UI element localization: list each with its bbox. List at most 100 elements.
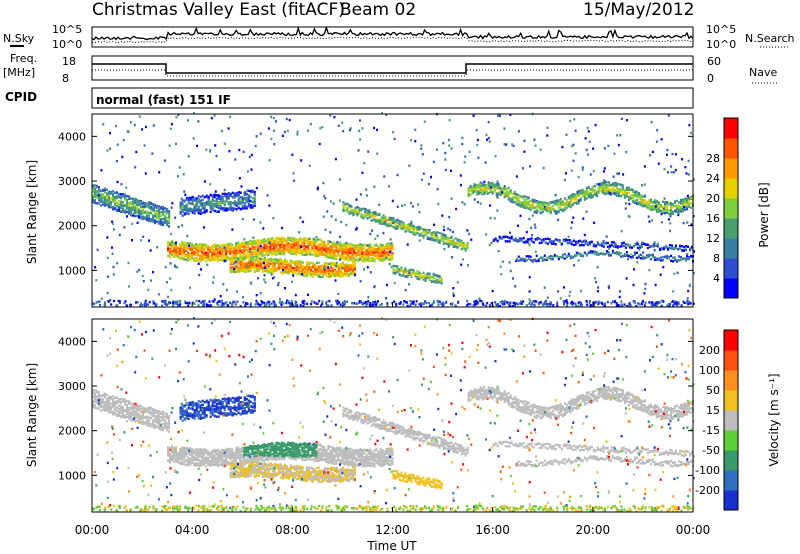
range-gate-cell [539,201,542,204]
range-gate-cell [430,234,433,237]
range-gate-cell [605,181,608,184]
range-gate-cell [402,272,405,275]
range-gate-cell [640,245,643,248]
range-gate-cell [257,252,260,256]
range-gate-cell [323,249,326,252]
range-gate-cell [391,243,394,247]
range-gate-cell [120,193,122,196]
range-gate-cell [548,238,551,241]
range-gate-cell [303,244,306,248]
range-gate-cell [583,196,586,199]
range-gate-cell [687,245,689,248]
range-gate-cell [162,217,165,221]
range-gate-cell [479,181,482,184]
range-gate-cell [661,200,664,203]
range-gate-cell [351,271,354,274]
range-gate-cell [118,209,120,212]
range-gate-cell [366,210,369,213]
range-gate-cell [679,244,681,248]
range-gate-cell [368,214,371,218]
range-gate-cell [293,268,296,271]
range-gate-cell [207,253,210,257]
range-gate-cell [160,207,163,210]
range-gate-cell [299,260,302,263]
range-gate-cell [249,195,252,198]
range-gate-cell [273,240,276,243]
range-gate-cell [291,241,294,244]
range-gate-cell [193,251,196,254]
range-gate-cell [586,243,589,247]
range-gate-cell [458,242,461,245]
range-gate-cell [605,190,608,193]
range-gate-cell [464,247,467,250]
range-gate-cell [255,246,258,249]
range-gate-cell [442,242,445,246]
range-gate-cell [247,195,250,198]
range-gate-cell [160,221,163,224]
range-gate-cell [297,249,300,253]
range-gate-cell [365,249,368,252]
range-gate-cell [628,244,631,247]
range-gate-cell [575,251,578,254]
range-gate-cell [118,195,120,198]
range-gate-cell [233,246,236,250]
range-gate-cell [531,207,534,210]
range-gate-cell [573,197,576,201]
range-gate-cell [237,206,240,209]
range-gate-cell [525,255,528,258]
range-gate-cell [363,250,366,254]
range-gate-cell [233,270,236,273]
range-gate-cell [518,237,521,240]
range-gate-cell [587,195,590,199]
range-gate-cell [357,253,360,257]
range-gate-cell [535,200,538,203]
range-gate-cell [570,242,573,246]
range-gate-cell [158,222,161,225]
range-gate-cell [408,230,411,233]
range-gate-cell [108,203,110,206]
range-gate-cell [209,200,212,204]
range-gate-cell [323,264,326,267]
range-gate-cell [148,214,151,217]
range-gate-cell [549,206,552,209]
range-gate-cell [243,253,246,256]
range-gate-cell [247,196,250,200]
range-gate-cell [146,214,149,217]
range-gate-cell [148,202,151,205]
range-gate-cell [251,266,254,270]
range-gate-cell [430,275,433,279]
range-gate-cell [223,250,226,253]
range-gate-cell [430,237,433,240]
range-gate-cell [219,197,222,201]
range-gate-cell [144,204,147,207]
range-gate-cell [442,233,445,236]
range-gate-cell [438,231,441,235]
range-gate-cell [653,208,656,211]
range-gate-cell [241,205,244,208]
range-gate-cell [635,202,638,206]
range-gate-cell [432,231,435,234]
range-gate-cell [215,197,218,200]
range-gate-cell [265,240,268,243]
range-gate-cell [209,258,212,262]
range-gate-cell [544,241,547,244]
range-gate-cell [585,186,588,190]
range-gate-cell [514,237,517,240]
range-gate-cell [601,183,604,187]
range-gate-cell [307,250,310,253]
range-gate-cell [249,262,252,265]
range-gate-cell [146,217,149,221]
range-gate-cell [281,236,284,239]
range-gate-cell [142,207,145,210]
range-gate-cell [541,256,544,259]
range-gate-cell [253,251,256,255]
range-gate-cell [279,252,282,255]
range-gate-cell [255,259,258,263]
range-gate-cell [593,189,596,192]
range-gate-cell [497,191,500,195]
range-gate-cell [201,254,204,257]
range-gate-cell [229,204,232,208]
range-gate-cell [112,208,114,211]
range-gate-cell [175,244,178,247]
range-gate-cell [108,192,110,195]
